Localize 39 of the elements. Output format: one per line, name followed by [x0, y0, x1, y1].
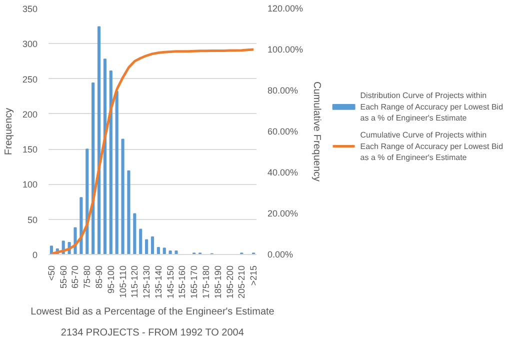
y-tick-label: 200 — [22, 109, 38, 120]
y2-tick-label: 40.00% — [268, 168, 298, 178]
x-tick-label: 105-110 — [118, 265, 128, 298]
y-tick-label: 350 — [22, 4, 38, 14]
x-tick-label: 135-140 — [153, 266, 164, 299]
y-tick-label: 0 — [32, 250, 38, 260]
x-tick-label: 125-130 — [142, 266, 152, 299]
legend-label: Distribution Curve of Projects within Each Range of Accuracy per Lowest Bid as a % of Engineer's Estimate — [360, 91, 504, 123]
y-tick-label: 50 — [27, 214, 38, 225]
x-tick-label: 195-200 — [224, 266, 235, 299]
x-tick-label: 145-150 — [165, 266, 176, 299]
x-tick-label: 115-120 — [130, 265, 140, 298]
x-axis-title: Lowest Bid as a Percentage of the Engineer's Estimate — [30, 306, 275, 318]
x-tick-label: 165-170 — [189, 266, 200, 299]
y-tick-label: 250 — [22, 74, 38, 84]
y2-tick-label: 80.00% — [268, 86, 298, 96]
y2-tick-label: 120.00% — [268, 4, 304, 14]
text: 2134 PROJECTS - FROM 1992 TO 2004 — [60, 328, 244, 338]
y-axis-title: Frequency — [3, 108, 14, 156]
x-tick-label: 55-60 — [58, 265, 68, 289]
y-tick-label: 300 — [22, 39, 38, 50]
x-tick-label: 75-80 — [82, 265, 92, 289]
y2-tick-label: 100.00% — [268, 44, 304, 54]
y-tick-label: 100 — [22, 180, 38, 190]
x-tick-label: 185-190 — [212, 266, 223, 299]
y2-tick-label: 20.00% — [268, 208, 298, 218]
x-tick-label: 85-90 — [94, 265, 104, 289]
y2-tick-label: 60.00% — [268, 126, 298, 136]
x-tick-label: 65-70 — [70, 265, 80, 289]
legend-label: Cumulative Curve of Projects within Each Range of Accuracy per Lowest Bid as a % of Engineer's Estimate — [360, 130, 504, 162]
x-tick-label: 155-160 — [177, 266, 188, 299]
y-tick-label: 150 — [22, 144, 38, 155]
x-tick-label: 175-180 — [200, 266, 211, 299]
y2-tick-label: 0.00% — [268, 250, 294, 260]
x-tick-label: >215 — [248, 265, 259, 286]
y2-axis-title: Cumulative Frequency — [311, 81, 322, 182]
x-tick-label: <50 — [46, 265, 56, 281]
x-tick-label: 95-100 — [106, 265, 116, 294]
x-tick-label: 205-210 — [236, 266, 247, 299]
